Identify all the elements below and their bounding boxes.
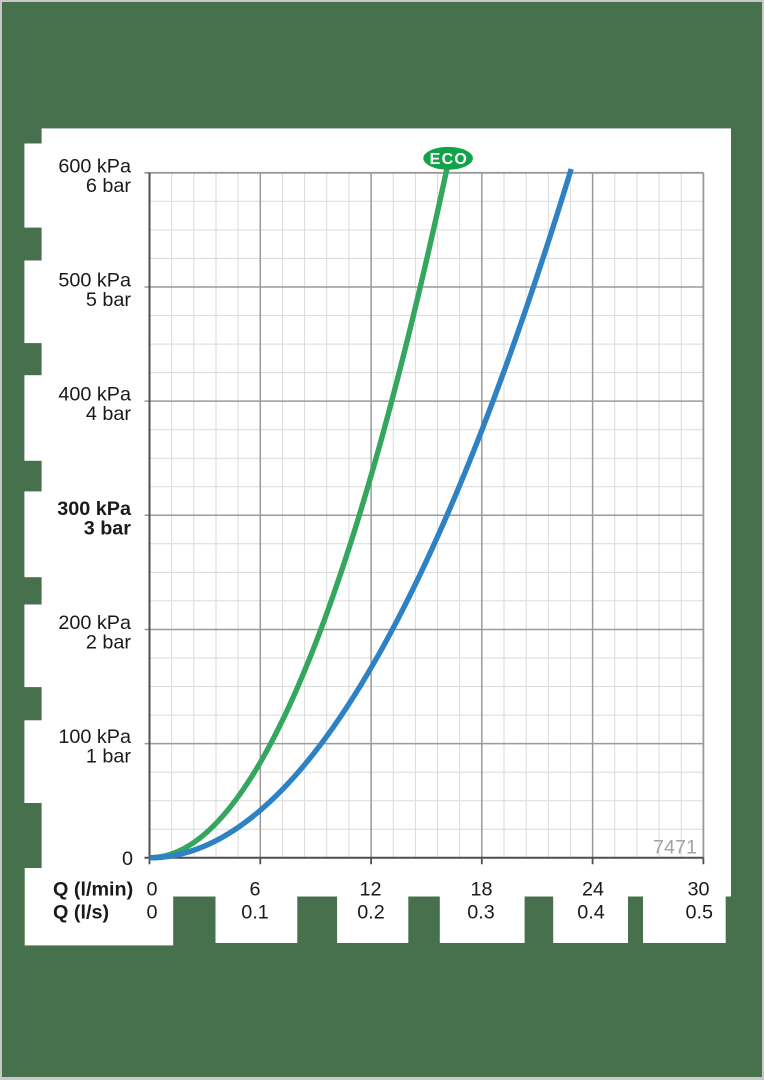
svg-text:6: 6 [249, 879, 260, 901]
svg-text:Q (l/s): Q (l/s) [53, 901, 109, 923]
svg-text:4 bar: 4 bar [86, 403, 132, 425]
svg-text:600 kPa: 600 kPa [58, 155, 131, 177]
svg-text:0.1: 0.1 [241, 901, 269, 923]
svg-text:0.4: 0.4 [577, 901, 605, 923]
svg-text:Q (l/min): Q (l/min) [53, 879, 133, 901]
svg-text:3 bar: 3 bar [84, 517, 132, 539]
svg-text:300 kPa: 300 kPa [57, 498, 132, 520]
svg-text:5 bar: 5 bar [86, 289, 132, 311]
svg-text:0: 0 [122, 848, 133, 870]
svg-text:ECO: ECO [430, 151, 469, 168]
svg-text:2 bar: 2 bar [86, 632, 132, 654]
svg-text:0: 0 [146, 901, 157, 923]
svg-text:18: 18 [470, 879, 492, 901]
svg-text:0: 0 [146, 879, 157, 901]
svg-text:6 bar: 6 bar [86, 175, 132, 197]
svg-text:0.3: 0.3 [467, 901, 495, 923]
svg-text:0.5: 0.5 [686, 901, 714, 923]
svg-text:100 kPa: 100 kPa [58, 726, 131, 748]
svg-text:7471: 7471 [653, 837, 697, 859]
svg-text:500 kPa: 500 kPa [58, 270, 131, 292]
svg-text:200 kPa: 200 kPa [58, 612, 131, 634]
svg-text:30: 30 [687, 879, 709, 901]
svg-text:12: 12 [359, 879, 381, 901]
svg-text:1 bar: 1 bar [86, 746, 132, 768]
svg-text:0.2: 0.2 [357, 901, 385, 923]
svg-text:400 kPa: 400 kPa [58, 384, 131, 406]
svg-text:24: 24 [582, 879, 604, 901]
